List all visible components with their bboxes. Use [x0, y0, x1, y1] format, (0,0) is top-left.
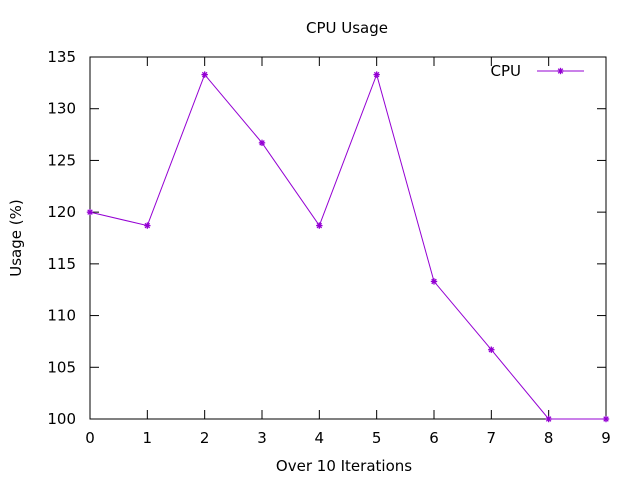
x-tick-label: 2 [200, 429, 210, 447]
y-axis-title: Usage (%) [7, 199, 25, 276]
x-tick-label: 9 [601, 429, 611, 447]
y-tick-label: 130 [47, 100, 76, 118]
x-tick-label: 3 [257, 429, 267, 447]
y-tick-label: 115 [47, 255, 76, 273]
data-point [316, 222, 323, 229]
y-tick-label: 135 [47, 48, 76, 66]
x-tick-label: 5 [372, 429, 382, 447]
x-tick-label: 7 [487, 429, 497, 447]
x-tick-label: 6 [429, 429, 439, 447]
data-point [373, 71, 380, 78]
axis-ticks: 100 105 110 115 120 125 130 135 0 1 2 3 4 5 6 7 8 9 [47, 48, 610, 447]
legend: CPU [491, 62, 584, 80]
data-point [430, 278, 438, 285]
data-point [258, 139, 266, 147]
plot-area-border [89, 56, 607, 420]
x-tick-label: 4 [315, 429, 325, 447]
data-point [86, 208, 94, 216]
series-layer [86, 71, 610, 423]
legend-marker-cpu [557, 67, 564, 75]
series-line-cpu [89, 72, 606, 420]
data-point [602, 415, 610, 423]
y-tick-label: 120 [47, 203, 76, 221]
x-axis-title: Over 10 Iterations [276, 457, 412, 475]
y-tick-label: 125 [47, 151, 76, 169]
chart-title: CPU Usage [306, 19, 388, 37]
y-tick-label: 100 [47, 410, 76, 428]
x-tick-label: 8 [544, 429, 554, 447]
y-tick-label: 105 [47, 358, 76, 376]
data-point [144, 222, 151, 229]
x-tick-label: 0 [85, 429, 95, 447]
data-point [201, 71, 208, 78]
data-point [488, 346, 495, 353]
y-tick-label: 110 [47, 307, 76, 325]
legend-marker-symbol [557, 67, 564, 75]
legend-label-cpu: CPU [491, 62, 522, 80]
x-tick-label: 1 [143, 429, 153, 447]
data-point [545, 415, 552, 423]
